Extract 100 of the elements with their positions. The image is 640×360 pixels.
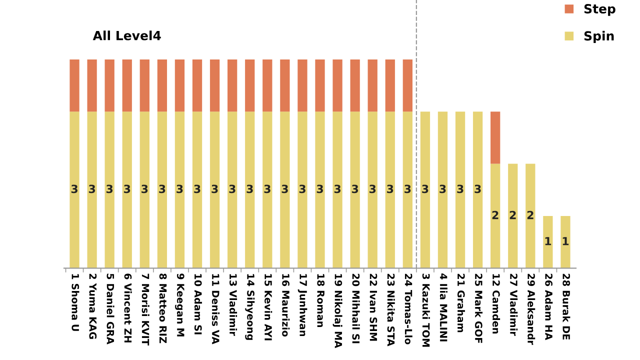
- data-label: 2: [527, 210, 534, 220]
- data-label: 3: [334, 184, 341, 194]
- data-label: 2: [510, 210, 516, 220]
- bar: [122, 112, 132, 268]
- bar: [262, 112, 272, 268]
- x-tick-label: 6 Vincent ZH: [124, 274, 132, 342]
- bar: [192, 59, 202, 112]
- data-label: 2: [492, 210, 498, 220]
- bar: [70, 112, 80, 268]
- bar: [402, 59, 412, 112]
- annotation: All Level4: [92, 30, 161, 40]
- bar: [526, 164, 536, 268]
- bar: [262, 59, 272, 112]
- bar: [122, 59, 132, 112]
- data-label: 3: [176, 184, 183, 194]
- bar: [490, 164, 500, 268]
- bar: [87, 112, 97, 268]
- data-label: 3: [457, 184, 464, 194]
- data-label: 3: [440, 184, 446, 194]
- x-tick-label: 4 Ilia MALINI: [440, 274, 448, 342]
- x-tick-label: 17 Junhwan: [298, 274, 308, 336]
- bar: [140, 59, 150, 112]
- x-tick-label: 18 Roman: [317, 274, 325, 327]
- bar: [228, 59, 238, 112]
- bar: [332, 59, 342, 112]
- bar: [385, 59, 395, 112]
- data-label: 3: [71, 184, 78, 194]
- legend-label: Step: [584, 4, 616, 16]
- data-label: 3: [474, 184, 481, 194]
- data-label: 3: [387, 184, 394, 194]
- data-label: 3: [404, 184, 411, 194]
- x-tick-label: 21 Graham: [457, 274, 465, 332]
- bar: [508, 164, 518, 268]
- x-tick-label: 29 Aleksandr: [528, 274, 536, 345]
- bar: [368, 112, 378, 268]
- bar: [157, 112, 168, 268]
- x-tick-label: 13 Vladimir: [230, 274, 238, 336]
- bar: [192, 112, 202, 268]
- bar: [104, 112, 114, 268]
- data-label: 3: [264, 184, 270, 194]
- x-tick-label: 12 Camden: [492, 274, 500, 334]
- bar: [385, 112, 395, 268]
- bar: [438, 112, 448, 268]
- x-tick-label: 5 Daniel GRA: [106, 274, 114, 344]
- bar: [298, 112, 308, 268]
- bar: [490, 112, 500, 164]
- x-tick-label: 10 Adam SI: [194, 274, 202, 334]
- x-tick-label: 1 Shoma U: [72, 274, 80, 331]
- x-tick-label: 16 Maurizio: [282, 274, 290, 337]
- bar: [543, 216, 553, 268]
- bar: [560, 216, 570, 268]
- bar: [210, 112, 220, 268]
- x-tick-label: 19 Nikolaj MA: [332, 274, 342, 348]
- bar: [280, 112, 290, 268]
- data-label: 3: [282, 184, 288, 194]
- x-tick-label: 27 Vladimir: [510, 274, 518, 336]
- bar: [472, 112, 483, 268]
- data-label: 3: [106, 184, 113, 194]
- bar: [298, 59, 308, 112]
- bar: [402, 112, 412, 268]
- data-label: 3: [159, 184, 166, 194]
- bar: [420, 112, 430, 268]
- bar: [210, 59, 220, 112]
- bar: [245, 112, 255, 268]
- x-tick-label: 24 Tomas-Llo: [404, 274, 412, 344]
- x-tick-label: 11 Deniss VA: [212, 274, 220, 344]
- data-label: 3: [369, 184, 376, 194]
- data-label: 3: [352, 184, 358, 194]
- bar: [140, 112, 150, 268]
- bar: [315, 59, 325, 112]
- data-label: 3: [194, 184, 200, 194]
- data-label: 3: [229, 184, 236, 194]
- x-tick-label: 9 Keegan M: [175, 274, 184, 336]
- x-tick-label: 3 Kazuki TOM: [422, 274, 430, 347]
- bar: [350, 59, 360, 112]
- bar: [332, 112, 342, 268]
- data-label: 1: [562, 237, 569, 246]
- data-label: 3: [212, 184, 218, 194]
- bar: [174, 112, 185, 268]
- x-tick-label: 28 Burak DE: [562, 274, 570, 340]
- x-tick-label: 23 Nikita STA: [387, 274, 395, 346]
- x-tick-label: 14 Sihyeong: [245, 274, 255, 340]
- x-tick-label: 22 Ivan SHM: [370, 274, 378, 341]
- data-label: 3: [88, 184, 96, 194]
- x-tick-label: 8 Matteo RIZ: [159, 274, 167, 344]
- data-label: 3: [316, 184, 323, 194]
- data-label: 3: [124, 184, 130, 194]
- bar: [87, 59, 97, 112]
- bar: [368, 59, 378, 112]
- data-label: 3: [422, 184, 428, 194]
- bar: [350, 112, 360, 268]
- x-tick-label: 2 Yuma KAG: [89, 274, 97, 339]
- x-tick-label: 20 Mihhail SI: [352, 274, 360, 344]
- data-label: 3: [246, 184, 253, 194]
- bar: [228, 112, 238, 268]
- bar: [280, 59, 290, 112]
- bar: [315, 112, 325, 268]
- x-tick-label: 26 Adam HA: [545, 274, 553, 340]
- bar: [104, 59, 114, 112]
- data-label: 3: [299, 184, 306, 194]
